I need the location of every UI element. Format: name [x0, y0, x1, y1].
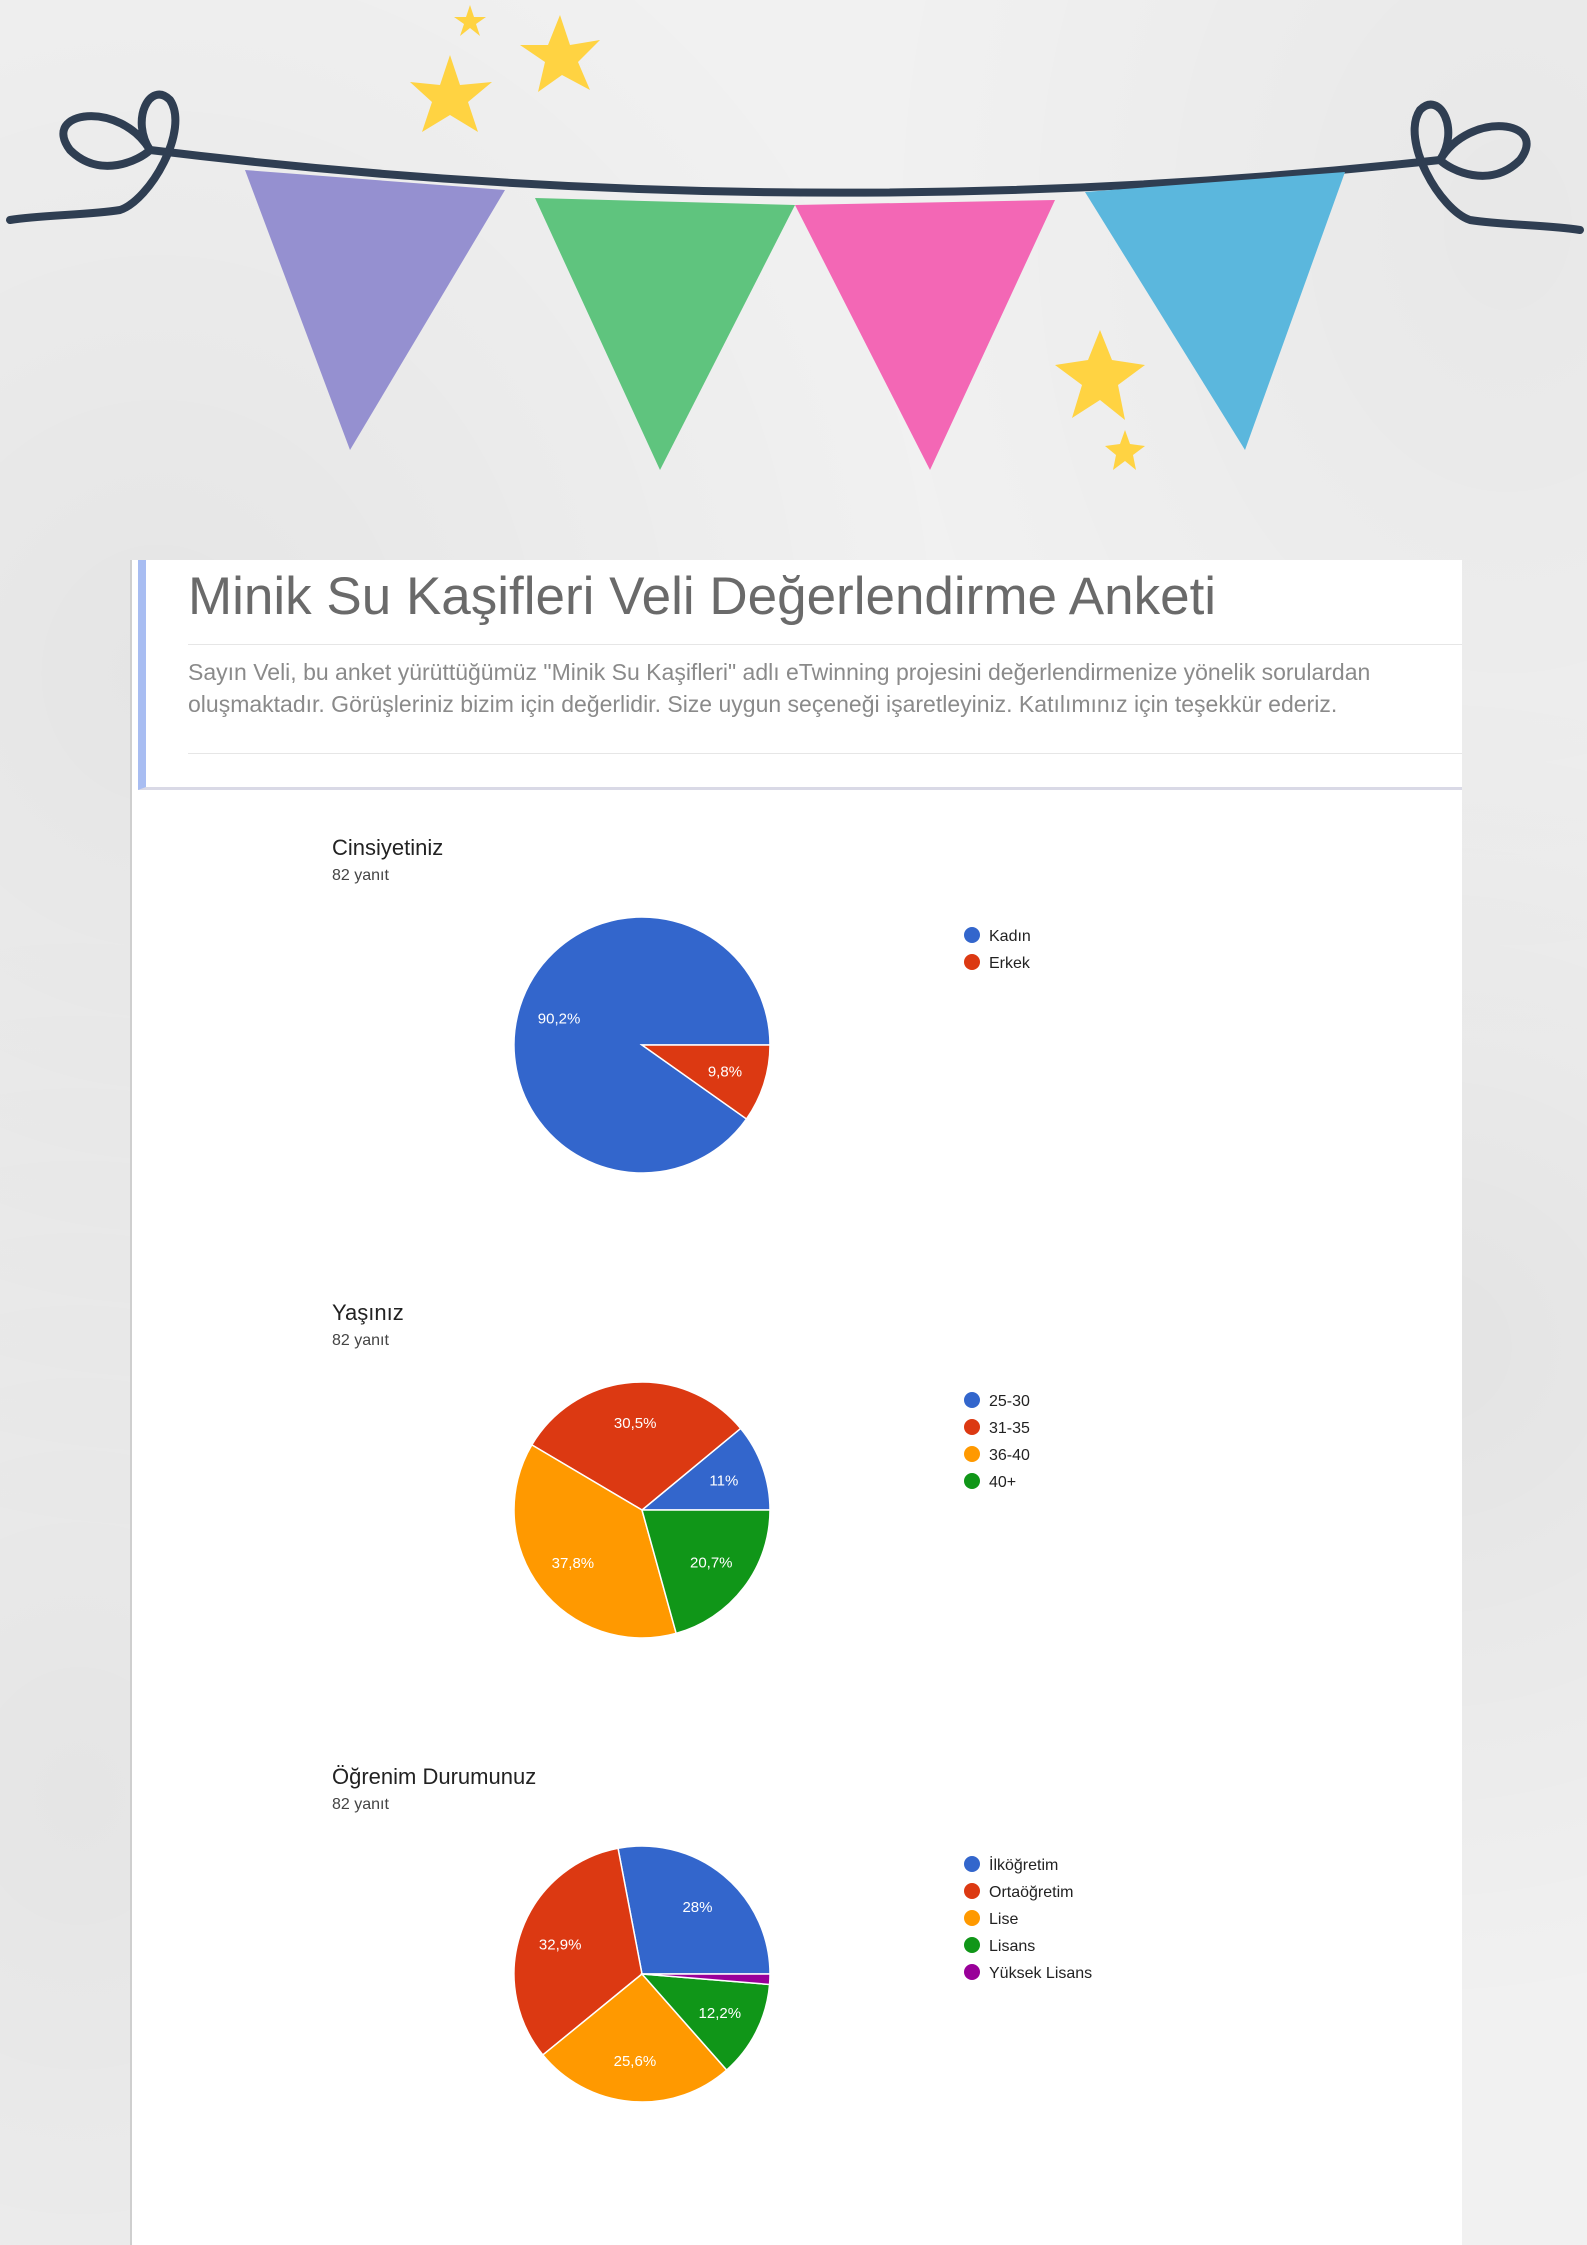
pie-slice-36-40 [513, 1443, 678, 1639]
pie-slice-40 [641, 1509, 771, 1635]
legend-label-40: 40+ [989, 1474, 1016, 1491]
legend-label-lise: Lise [989, 1911, 1018, 1928]
legend-label-31-35: 31-35 [989, 1420, 1030, 1437]
legend-label-kad-n: Kadın [989, 928, 1031, 945]
legend-marker [964, 1392, 980, 1408]
legend-label-36-40: 36-40 [989, 1447, 1030, 1464]
slice-data-label: 20,7% [690, 1555, 733, 1572]
response-count: 82 yanıt [332, 1796, 389, 1813]
legend-label-y-ksek-lisans: Yüksek Lisans [989, 1965, 1092, 1982]
pie-slice-lise [541, 1972, 728, 2103]
gender-pie-chart: 90,2% 9,8% Kadın Erkek [513, 916, 1031, 1174]
response-count: 82 yanıt [332, 867, 389, 884]
legend-marker [964, 1937, 980, 1953]
legend-marker [964, 1883, 980, 1899]
legend-marker [964, 927, 980, 943]
question-age: Yaşınız 82 yanıt 11% 30,5% 37,8% 20,7% 25-30… [132, 1300, 1462, 1720]
slice-data-label: 28% [682, 1899, 712, 1916]
legend-label-25-30: 25-30 [989, 1393, 1030, 1410]
pennant-pink [795, 200, 1055, 470]
slice-data-label: 37,8% [552, 1555, 595, 1572]
legend-label-orta-retim: Ortaöğretim [989, 1884, 1073, 1901]
slice-data-label: 12,2% [699, 2005, 742, 2022]
star-icon [1105, 430, 1145, 470]
question-education: Öğrenim Durumunuz 82 yanıt 28% 32,9% 25,6%… [132, 1764, 1462, 2184]
pennant-blue [1085, 172, 1345, 450]
question-title: Öğrenim Durumunuz [332, 1764, 537, 1789]
legend-marker [964, 954, 980, 970]
survey-description: Sayın Veli, bu anket yürüttüğümüz "Minik… [188, 659, 1371, 717]
response-count: 82 yanıt [332, 1332, 389, 1349]
right-ribbon-bow-icon [1410, 100, 1584, 234]
star-icon [410, 55, 492, 132]
legend-marker [964, 1910, 980, 1926]
bunting-string [149, 146, 1441, 197]
pie-slice-erkek [639, 1044, 771, 1120]
star-icon [1055, 330, 1145, 420]
slice-data-label: 90,2% [538, 1011, 581, 1028]
star-icon [454, 5, 486, 36]
pennant-purple [245, 170, 505, 450]
legend-marker [964, 1856, 980, 1872]
question-title: Yaşınız [332, 1300, 404, 1325]
pie-slice-lisans [640, 1973, 771, 2072]
slice-data-label: 30,5% [614, 1415, 657, 1432]
legend-label-lisans: Lisans [989, 1938, 1035, 1955]
divider [188, 753, 1462, 754]
pennant-green [535, 198, 795, 470]
pie-slice-i-lk-retim [617, 1845, 771, 1975]
pie-slice-orta-retim [513, 1847, 643, 2057]
age-pie-chart: 11% 30,5% 37,8% 20,7% 25-30 31-35 36-40 40+ [513, 1381, 1030, 1639]
slice-data-label: 11% [709, 1473, 738, 1490]
question-title: Cinsiyetiniz [332, 835, 444, 860]
slice-data-label: 25,6% [614, 2053, 657, 2070]
question-gender: Cinsiyetiniz 82 yanıt 90,2% 9,8% Kadın Erke… [132, 835, 1462, 1255]
divider [188, 644, 1462, 645]
slice-data-label: 9,8% [708, 1063, 742, 1080]
legend-label-erkek: Erkek [989, 955, 1031, 972]
survey-results-sheet: Minik Su Kaşifleri Veli Değerlendirme An… [130, 560, 1462, 2245]
education-pie-chart: 28% 32,9% 25,6% 12,2% İlköğretim Ortaöğretim L… [513, 1845, 1092, 2103]
pie-slice-y-ksek-lisans [641, 1973, 771, 1986]
survey-header-card: Minik Su Kaşifleri Veli Değerlendirme An… [138, 560, 1462, 790]
bunting-decoration [6, 5, 1584, 470]
pie-slice-31-35 [530, 1381, 742, 1511]
survey-title: Minik Su Kaşifleri Veli Değerlendirme An… [188, 567, 1217, 626]
legend-marker [964, 1419, 980, 1435]
star-icon [520, 15, 600, 92]
legend-label-i-lk-retim: İlköğretim [989, 1855, 1058, 1874]
left-ribbon-bow-icon [6, 90, 180, 224]
legend-marker [964, 1964, 980, 1980]
legend-marker [964, 1446, 980, 1462]
slice-data-label: 32,9% [539, 1936, 582, 1953]
pie-slice-25-30 [639, 1427, 771, 1511]
legend-marker [964, 1473, 980, 1489]
